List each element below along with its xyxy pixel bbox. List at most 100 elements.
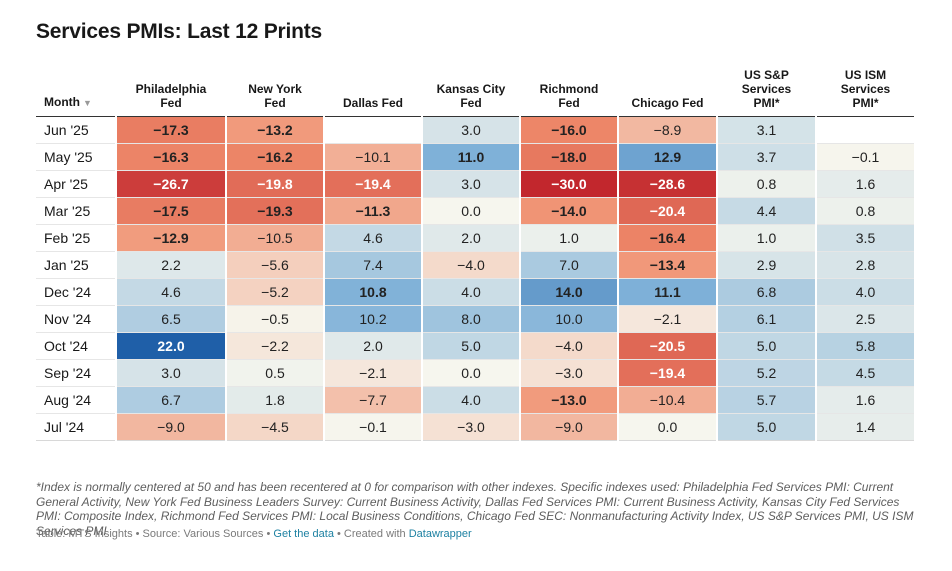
- value-cell-kansas-city-fed: 0.0: [422, 359, 521, 387]
- month-cell: Sep '24: [36, 359, 117, 387]
- value-cell-dallas-fed: −19.4: [324, 170, 423, 198]
- value-cell-kansas-city-fed: 3.0: [422, 116, 521, 144]
- value-cell-us-s-p-services-pmi: 5.7: [717, 386, 817, 414]
- table-row: Aug '24 6.7 1.8 −7.7 4.0 −13.0 −10.4 5.7 1.6: [36, 386, 916, 414]
- value-cell-dallas-fed: 10.2: [324, 305, 423, 333]
- value-cell-us-s-p-services-pmi: 6.1: [717, 305, 817, 333]
- value-cell-philadelphia-fed: 2.2: [116, 251, 227, 279]
- footnote: *Index is normally centered at 50 and ha…: [36, 480, 914, 538]
- value-cell-philadelphia-fed: 3.0: [116, 359, 227, 387]
- month-cell: May '25: [36, 143, 117, 171]
- value-cell-philadelphia-fed: −17.3: [116, 116, 227, 144]
- table-row: May '25 −16.3 −16.2 −10.1 11.0 −18.0 12.9 3.7 −0…: [36, 143, 916, 171]
- get-the-data-link[interactable]: Get the data: [273, 528, 334, 540]
- value-cell-new-york-fed: −4.5: [226, 413, 325, 441]
- value-cell-kansas-city-fed: 8.0: [422, 305, 521, 333]
- table-row: Feb '25 −12.9 −10.5 4.6 2.0 1.0 −16.4 1.0 3.5: [36, 224, 916, 252]
- value-cell-us-ism-services-pmi: 3.5: [816, 224, 916, 252]
- table-row: Mar '25 −17.5 −19.3 −11.3 0.0 −14.0 −20.4 4.4 0.…: [36, 197, 916, 225]
- created-with-text: • Created with: [333, 528, 409, 540]
- value-cell-richmond-fed: −16.0: [520, 116, 619, 144]
- value-cell-new-york-fed: −10.5: [226, 224, 325, 252]
- value-cell-new-york-fed: −16.2: [226, 143, 325, 171]
- value-cell-us-ism-services-pmi: 1.6: [816, 170, 916, 198]
- month-cell: Jun '25: [36, 116, 117, 144]
- sort-down-icon[interactable]: ▼: [82, 98, 92, 108]
- value-cell-new-york-fed: −5.2: [226, 278, 325, 306]
- value-cell-us-s-p-services-pmi: 6.8: [717, 278, 817, 306]
- value-cell-new-york-fed: −19.3: [226, 197, 325, 225]
- value-cell-dallas-fed: −7.7: [324, 386, 423, 414]
- value-cell-chicago-fed: −28.6: [618, 170, 718, 198]
- value-cell-richmond-fed: 1.0: [520, 224, 619, 252]
- value-cell-philadelphia-fed: 6.5: [116, 305, 227, 333]
- value-cell-dallas-fed: [324, 116, 423, 144]
- column-header-dallas-fed[interactable]: Dallas Fed: [324, 68, 422, 117]
- value-cell-dallas-fed: −10.1: [324, 143, 423, 171]
- value-cell-richmond-fed: −13.0: [520, 386, 619, 414]
- month-cell: Jan '25: [36, 251, 117, 279]
- month-cell: Aug '24: [36, 386, 117, 414]
- value-cell-us-ism-services-pmi: 1.4: [816, 413, 916, 441]
- month-column-header[interactable]: Month ▼: [36, 68, 116, 117]
- column-header-kansas-city-fed[interactable]: Kansas City Fed: [422, 68, 520, 117]
- column-header-new-york-fed[interactable]: New York Fed: [226, 68, 324, 117]
- value-cell-us-s-p-services-pmi: 5.0: [717, 332, 817, 360]
- value-cell-richmond-fed: 7.0: [520, 251, 619, 279]
- column-header-us-s-p-services-pmi[interactable]: US S&P Services PMI*: [717, 68, 816, 117]
- value-cell-dallas-fed: 10.8: [324, 278, 423, 306]
- value-cell-chicago-fed: 11.1: [618, 278, 718, 306]
- value-cell-richmond-fed: −18.0: [520, 143, 619, 171]
- month-header-label: Month: [44, 95, 80, 109]
- value-cell-kansas-city-fed: −3.0: [422, 413, 521, 441]
- value-cell-new-york-fed: −19.8: [226, 170, 325, 198]
- value-cell-us-ism-services-pmi: 2.8: [816, 251, 916, 279]
- value-cell-us-ism-services-pmi: −0.1: [816, 143, 916, 171]
- value-cell-new-york-fed: −5.6: [226, 251, 325, 279]
- value-cell-new-york-fed: 1.8: [226, 386, 325, 414]
- value-cell-us-ism-services-pmi: 4.5: [816, 359, 916, 387]
- value-cell-chicago-fed: −2.1: [618, 305, 718, 333]
- column-header-chicago-fed[interactable]: Chicago Fed: [618, 68, 717, 117]
- month-cell: Feb '25: [36, 224, 117, 252]
- table-row: Jul '24 −9.0 −4.5 −0.1 −3.0 −9.0 0.0 5.0 1.4: [36, 413, 916, 441]
- value-cell-kansas-city-fed: 0.0: [422, 197, 521, 225]
- value-cell-richmond-fed: 10.0: [520, 305, 619, 333]
- value-cell-us-s-p-services-pmi: 3.1: [717, 116, 817, 144]
- month-cell: Apr '25: [36, 170, 117, 198]
- month-cell: Jul '24: [36, 413, 117, 441]
- value-cell-chicago-fed: 12.9: [618, 143, 718, 171]
- value-cell-philadelphia-fed: 4.6: [116, 278, 227, 306]
- value-cell-kansas-city-fed: 4.0: [422, 278, 521, 306]
- column-header-us-ism-services-pmi[interactable]: US ISM Services PMI*: [816, 68, 915, 117]
- value-cell-kansas-city-fed: −4.0: [422, 251, 521, 279]
- column-header-philadelphia-fed[interactable]: Philadelphia Fed: [116, 68, 226, 117]
- month-cell: Dec '24: [36, 278, 117, 306]
- pmi-table: Month ▼ Philadelphia Fed New York Fed Dallas …: [36, 68, 916, 441]
- chart-title: Services PMIs: Last 12 Prints: [36, 20, 323, 43]
- value-cell-kansas-city-fed: 3.0: [422, 170, 521, 198]
- value-cell-us-s-p-services-pmi: 5.2: [717, 359, 817, 387]
- value-cell-richmond-fed: 14.0: [520, 278, 619, 306]
- value-cell-us-s-p-services-pmi: 3.7: [717, 143, 817, 171]
- column-header-richmond-fed[interactable]: Richmond Fed: [520, 68, 618, 117]
- table-row: Oct '24 22.0 −2.2 2.0 5.0 −4.0 −20.5 5.0 5.8: [36, 332, 916, 360]
- table-row: Dec '24 4.6 −5.2 10.8 4.0 14.0 11.1 6.8 4.0: [36, 278, 916, 306]
- table-row: Nov '24 6.5 −0.5 10.2 8.0 10.0 −2.1 6.1 2.5: [36, 305, 916, 333]
- value-cell-philadelphia-fed: −16.3: [116, 143, 227, 171]
- value-cell-chicago-fed: −16.4: [618, 224, 718, 252]
- value-cell-us-s-p-services-pmi: 1.0: [717, 224, 817, 252]
- value-cell-richmond-fed: −4.0: [520, 332, 619, 360]
- value-cell-us-ism-services-pmi: 1.6: [816, 386, 916, 414]
- value-cell-us-ism-services-pmi: 0.8: [816, 197, 916, 225]
- table-body: Jun '25 −17.3 −13.2 3.0 −16.0 −8.9 3.1 May '25−…: [36, 116, 916, 441]
- value-cell-us-ism-services-pmi: 4.0: [816, 278, 916, 306]
- value-cell-philadelphia-fed: 22.0: [116, 332, 227, 360]
- source-text: Table: MTS Insights • Source: Various So…: [36, 528, 274, 540]
- month-cell: Nov '24: [36, 305, 117, 333]
- value-cell-kansas-city-fed: 5.0: [422, 332, 521, 360]
- table-header-row: Month ▼ Philadelphia Fed New York Fed Dallas …: [36, 68, 915, 117]
- value-cell-philadelphia-fed: −26.7: [116, 170, 227, 198]
- table-row: Sep '24 3.0 0.5 −2.1 0.0 −3.0 −19.4 5.2 4.5: [36, 359, 916, 387]
- datawrapper-link[interactable]: Datawrapper: [408, 528, 472, 540]
